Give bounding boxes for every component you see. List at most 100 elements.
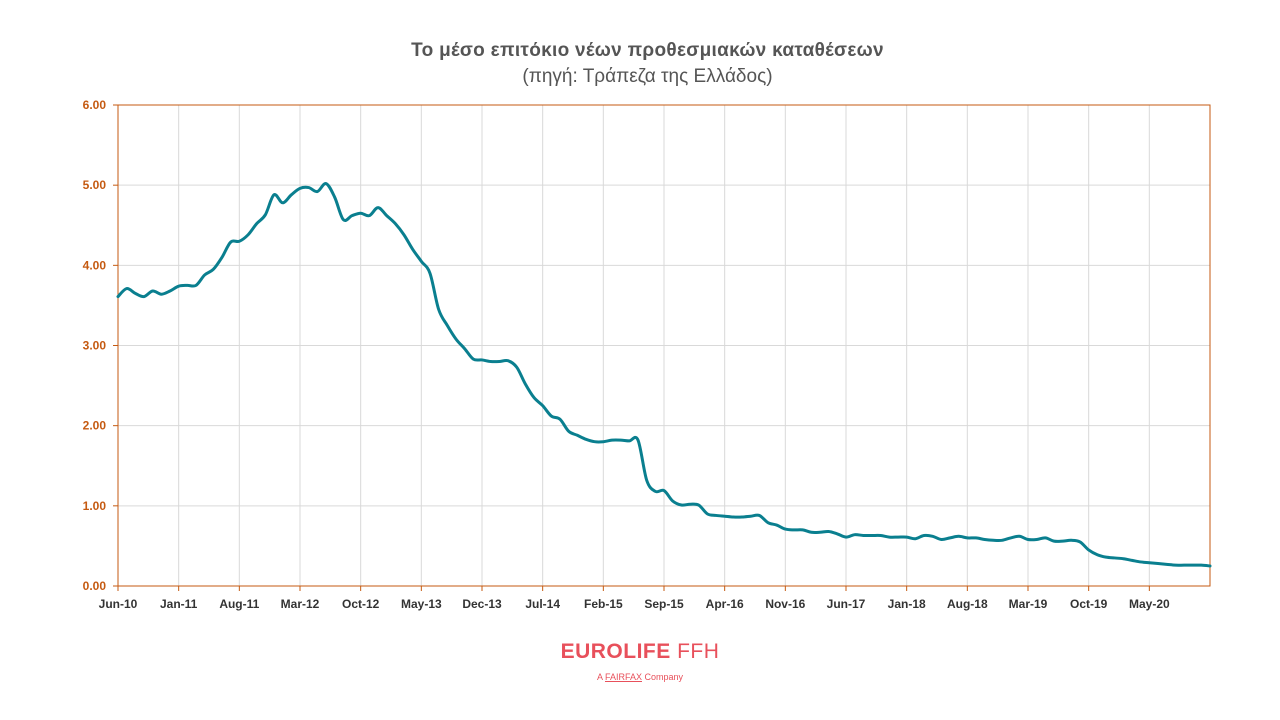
data-point — [706, 513, 708, 515]
data-point — [290, 194, 292, 196]
logo-tagline-company: FAIRFAX — [604, 672, 642, 682]
data-point — [1027, 538, 1029, 540]
data-point — [403, 234, 405, 236]
data-point — [151, 290, 153, 292]
data-point — [827, 530, 829, 532]
data-point — [273, 194, 275, 196]
data-point — [949, 537, 951, 539]
data-point — [117, 295, 119, 297]
data-point — [576, 434, 578, 436]
data-point — [732, 516, 734, 518]
data-point — [515, 366, 517, 368]
logo-brand: EUROLIFE FFH — [0, 640, 1280, 664]
grid-layer — [118, 104, 1210, 586]
data-point — [905, 536, 907, 538]
data-point — [541, 404, 543, 406]
series-line — [116, 182, 1212, 568]
data-point — [195, 284, 197, 286]
data-point — [671, 500, 673, 502]
data-point — [247, 234, 249, 236]
data-point — [212, 268, 214, 270]
data-point — [715, 514, 717, 516]
data-point — [1087, 549, 1089, 551]
data-point — [923, 534, 925, 536]
data-point — [567, 430, 569, 432]
data-point — [1018, 535, 1020, 537]
data-point — [758, 514, 760, 516]
data-point — [437, 308, 439, 310]
data-point — [264, 214, 266, 216]
data-point — [385, 214, 387, 216]
data-point — [203, 274, 205, 276]
data-point — [836, 533, 838, 535]
data-point — [1191, 564, 1193, 566]
x-tick-label: Apr-16 — [706, 597, 744, 611]
data-point — [550, 415, 552, 417]
data-point — [1139, 561, 1141, 563]
x-tick-label: Nov-16 — [765, 597, 805, 611]
data-point — [1009, 537, 1011, 539]
data-point — [229, 241, 231, 243]
data-point — [299, 187, 301, 189]
data-point — [983, 538, 985, 540]
x-tick-label: Jun-17 — [827, 597, 866, 611]
y-tick-label: 6.00 — [83, 98, 107, 112]
x-tick-label: Feb-15 — [584, 597, 623, 611]
data-point — [281, 202, 283, 204]
y-tick-label: 1.00 — [83, 499, 107, 513]
data-point — [359, 212, 361, 214]
data-point — [689, 503, 691, 505]
data-point — [723, 515, 725, 517]
data-point — [654, 490, 656, 492]
y-tick-label: 3.00 — [83, 339, 107, 353]
data-point — [463, 348, 465, 350]
data-point — [871, 534, 873, 536]
data-point — [914, 538, 916, 540]
x-tick-label: Jul-14 — [525, 597, 560, 611]
chart-subtitle: (πηγή: Τράπεζα της Ελλάδος) — [522, 66, 773, 87]
data-point — [611, 439, 613, 441]
data-point — [351, 214, 353, 216]
data-point — [1096, 554, 1098, 556]
data-point — [853, 533, 855, 535]
data-point — [793, 529, 795, 531]
data-point — [316, 190, 318, 192]
data-point — [143, 295, 145, 297]
data-point — [489, 360, 491, 362]
data-point — [394, 222, 396, 224]
data-point — [1105, 556, 1107, 558]
x-tick-label: Sep-15 — [644, 597, 684, 611]
x-tick-label: Aug-18 — [947, 597, 988, 611]
data-point — [680, 504, 682, 506]
data-point — [801, 529, 803, 531]
data-point — [238, 240, 240, 242]
data-point — [559, 418, 561, 420]
data-point — [429, 272, 431, 274]
data-point — [1200, 564, 1202, 566]
data-point — [533, 396, 535, 398]
data-point — [819, 531, 821, 533]
data-point — [810, 531, 812, 533]
logo-brand-name: EUROLIFE — [560, 640, 671, 663]
chart-title: Το μέσο επιτόκιο νέων προθεσμιακών καταθ… — [411, 40, 884, 61]
data-point — [1165, 563, 1167, 565]
data-point — [160, 293, 162, 295]
data-point — [325, 182, 327, 184]
data-point — [637, 439, 639, 441]
logo-brand-suffix: FFH — [677, 640, 720, 663]
x-axis-ticks: Jun-10 Jan-11 Aug-11 Mar-12 Oct-12 May-13 Dec-… — [99, 586, 1170, 611]
data-point — [931, 535, 933, 537]
data-point — [775, 524, 777, 526]
data-point — [524, 383, 526, 385]
x-tick-label: Mar-12 — [281, 597, 320, 611]
data-point — [411, 248, 413, 250]
series-layer — [116, 182, 1212, 568]
data-point — [342, 218, 344, 220]
data-point — [307, 186, 309, 188]
x-tick-label: May-20 — [1129, 597, 1170, 611]
x-tick-label: Jan-11 — [160, 597, 198, 611]
data-point — [377, 206, 379, 208]
logo-tagline-suffix: Company — [644, 672, 684, 682]
data-point — [186, 284, 188, 286]
